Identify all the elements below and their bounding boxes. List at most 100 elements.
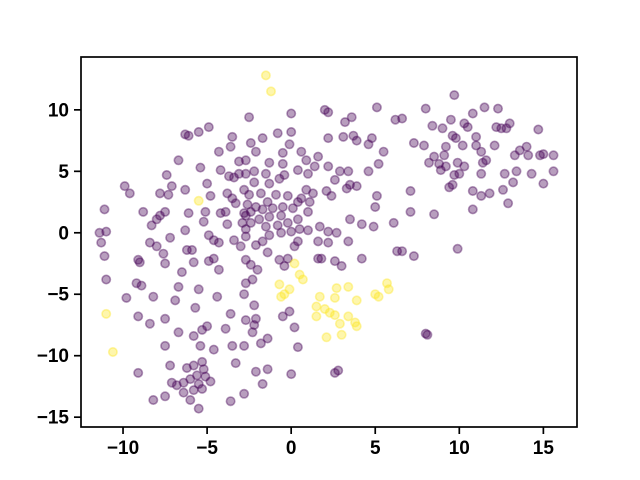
data-point-cluster-purple [180, 225, 191, 236]
data-point-cluster-purple [548, 150, 559, 161]
data-point-cluster-purple [250, 240, 261, 251]
data-point-cluster-purple [277, 158, 288, 169]
data-point-cluster-purple [242, 199, 253, 210]
data-point-cluster-purple [235, 241, 246, 252]
data-point-cluster-purple [339, 117, 350, 128]
data-point-cluster-purple [548, 166, 559, 177]
data-point-cluster-purple [264, 157, 275, 168]
data-point-cluster-purple [341, 183, 352, 194]
data-point-cluster-purple [178, 377, 189, 388]
data-point-cluster-purple [514, 145, 525, 156]
data-point-cluster-yellow [107, 346, 118, 357]
data-point-cluster-purple [313, 236, 324, 247]
data-point-cluster-purple [151, 214, 162, 225]
data-point-cluster-purple [237, 217, 248, 228]
data-point-cluster-purple [492, 103, 503, 114]
data-point-cluster-purple [160, 313, 171, 324]
data-point-cluster-purple [462, 122, 473, 133]
data-point-cluster-purple [449, 170, 460, 181]
data-point-cluster-purple [296, 193, 307, 204]
data-point-cluster-purple [166, 377, 177, 388]
data-point-cluster-purple [173, 155, 184, 166]
data-point-cluster-purple [371, 190, 382, 201]
data-point-cluster-purple [198, 364, 209, 375]
data-point-cluster-purple [257, 236, 268, 247]
data-point-cluster-purple [484, 188, 495, 199]
data-point-cluster-purple [188, 385, 199, 396]
data-point-cluster-purple [200, 371, 211, 382]
data-point-cluster-purple [286, 226, 297, 237]
data-point-cluster-purple [450, 133, 461, 144]
data-point-cluster-purple [193, 127, 204, 138]
data-point-cluster-purple [200, 206, 211, 217]
data-point-cluster-yellow [284, 284, 295, 295]
data-point-cluster-purple [390, 114, 401, 125]
data-point-cluster-purple [405, 206, 416, 217]
data-point-cluster-purple [276, 210, 287, 221]
data-point-cluster-yellow [373, 291, 384, 302]
data-point-cluster-purple [136, 280, 147, 291]
data-point-cluster-purple [491, 122, 502, 133]
data-point-cluster-purple [227, 340, 238, 351]
data-point-cluster-yellow [260, 70, 271, 81]
data-point-cluster-purple [276, 227, 287, 238]
data-point-cluster-purple [119, 181, 130, 192]
data-point-cluster-purple [292, 165, 303, 176]
data-point-cluster-purple [408, 251, 419, 262]
y-tick-label: −10 [37, 346, 69, 367]
data-point-cluster-purple [289, 241, 300, 252]
data-point-cluster-purple [183, 208, 194, 219]
data-point-cluster-purple [267, 203, 278, 214]
data-point-cluster-purple [170, 295, 181, 306]
data-point-cluster-purple [366, 133, 377, 144]
data-point-cluster-purple [245, 217, 256, 228]
data-point-cluster-purple [249, 177, 260, 188]
data-point-cluster-purple [193, 403, 204, 414]
data-point-cluster-purple [270, 189, 281, 200]
data-point-cluster-purple [133, 254, 144, 265]
data-point-cluster-purple [343, 166, 354, 177]
data-point-cluster-purple [176, 267, 187, 278]
data-point-cluster-purple [378, 146, 389, 157]
data-point-cluster-purple [250, 146, 261, 157]
data-point-cluster-purple [289, 322, 300, 333]
data-point-cluster-purple [165, 232, 176, 243]
data-point-cluster-purple [479, 102, 490, 113]
data-point-cluster-purple [351, 135, 362, 146]
data-point-cluster-purple [212, 291, 223, 302]
data-point-cluster-yellow [101, 308, 112, 319]
data-point-cluster-purple [447, 130, 458, 141]
data-point-cluster-purple [301, 184, 312, 195]
data-point-cluster-purple [476, 190, 487, 201]
data-point-cluster-purple [151, 241, 162, 252]
data-point-cluster-purple [331, 227, 342, 238]
x-tick-label: 5 [370, 438, 381, 459]
data-point-cluster-purple [180, 184, 191, 195]
data-point-cluster-purple [185, 374, 196, 385]
data-point-cluster-purple [405, 186, 416, 197]
data-point-cluster-purple [205, 190, 216, 201]
data-point-cluster-purple [192, 370, 203, 381]
data-point-cluster-purple [193, 378, 204, 389]
data-point-cluster-purple [161, 170, 172, 181]
data-point-cluster-purple [422, 329, 433, 340]
data-point-cluster-purple [351, 181, 362, 192]
data-point-cluster-purple [213, 264, 224, 275]
data-point-cluster-purple [294, 224, 305, 235]
data-point-cluster-purple [264, 230, 275, 241]
data-point-cluster-yellow [297, 274, 308, 285]
data-point-cluster-purple [323, 226, 334, 237]
data-point-cluster-purple [183, 130, 194, 141]
data-point-cluster-purple [234, 156, 245, 167]
data-point-cluster-purple [155, 210, 166, 221]
data-point-cluster-purple [467, 186, 478, 197]
data-point-cluster-purple [523, 150, 534, 161]
data-point-cluster-purple [208, 253, 219, 264]
data-point-cluster-purple [131, 278, 142, 289]
data-point-cluster-purple [260, 221, 271, 232]
data-point-cluster-purple [282, 217, 293, 228]
data-point-cluster-yellow [350, 317, 361, 328]
data-point-cluster-purple [326, 190, 337, 201]
data-point-cluster-yellow [334, 318, 345, 329]
